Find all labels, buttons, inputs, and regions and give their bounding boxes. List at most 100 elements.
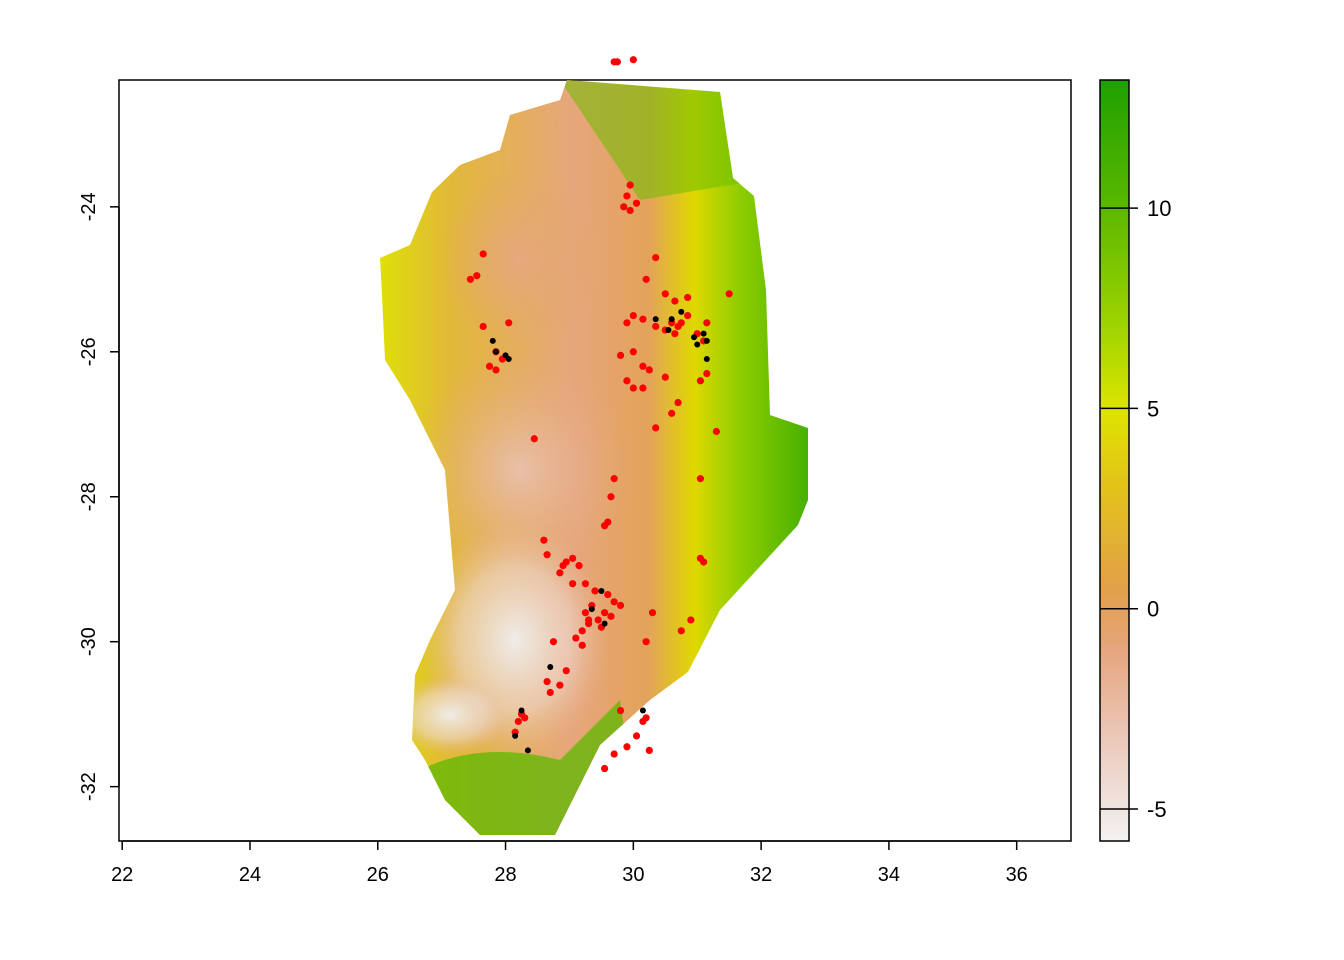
red-point <box>521 714 529 722</box>
red-point <box>591 587 599 595</box>
y-tick-label: -28 <box>78 482 100 511</box>
red-point <box>712 427 720 436</box>
x-tick-label: 26 <box>367 864 389 886</box>
x-tick-label: 32 <box>750 864 772 886</box>
red-point <box>616 706 625 715</box>
red-point <box>613 58 621 66</box>
red-point <box>581 609 590 617</box>
red-point <box>514 717 522 726</box>
red-point <box>677 627 685 635</box>
red-point <box>556 569 564 577</box>
x-tick-label: 28 <box>494 864 516 886</box>
red-point <box>703 369 711 378</box>
red-point <box>466 275 475 283</box>
black-point <box>691 334 698 341</box>
red-point <box>629 348 637 356</box>
red-point <box>645 366 653 374</box>
black-point <box>512 732 519 739</box>
red-point <box>671 297 679 305</box>
red-point <box>703 319 711 327</box>
red-point <box>629 384 637 392</box>
x-axis: 22 24 26 28 30 32 34 36 <box>111 840 1028 886</box>
red-point <box>677 319 685 327</box>
legend-tick-label: 0 <box>1147 597 1159 622</box>
y-axis: -24 -26 -28 -30 -32 <box>78 192 120 801</box>
red-point <box>645 746 653 755</box>
red-point <box>578 641 586 649</box>
legend-tick-label: -5 <box>1147 797 1167 822</box>
red-point <box>562 667 570 675</box>
elevation-raster <box>380 80 808 835</box>
red-point <box>479 250 487 258</box>
red-point <box>696 475 705 483</box>
southwest-low-shade <box>390 675 510 755</box>
red-point <box>632 732 641 740</box>
x-tick-label: 22 <box>111 864 133 886</box>
red-point <box>652 253 660 262</box>
red-point <box>610 750 618 758</box>
northern-green-band <box>560 80 760 200</box>
y-tick-label: -30 <box>78 627 100 656</box>
red-point <box>671 330 679 338</box>
red-point <box>661 373 669 381</box>
west-basin-shade <box>440 170 600 350</box>
red-point <box>604 590 612 599</box>
red-point <box>639 384 647 392</box>
x-tick-label: 30 <box>622 864 644 886</box>
red-point <box>607 493 615 501</box>
red-point <box>639 717 647 726</box>
black-point <box>678 308 685 315</box>
black-point <box>547 664 554 671</box>
red-point <box>616 351 625 360</box>
legend-ticks: -5 0 5 10 <box>1100 196 1171 822</box>
color-legend: -5 0 5 10 <box>1099 79 1171 842</box>
black-point <box>518 707 525 714</box>
red-point <box>569 554 577 562</box>
red-point <box>559 561 567 570</box>
y-tick-label: -26 <box>78 337 100 366</box>
red-point <box>549 638 558 646</box>
red-point <box>642 638 650 646</box>
red-point <box>623 743 631 751</box>
red-point <box>620 203 628 211</box>
red-point <box>607 612 615 620</box>
red-point <box>639 315 647 323</box>
legend-tick-label: 5 <box>1147 396 1159 421</box>
x-tick-label: 34 <box>878 864 900 886</box>
black-point <box>505 356 512 363</box>
red-point <box>632 199 641 207</box>
black-point <box>601 620 608 627</box>
red-point <box>668 409 676 417</box>
red-point <box>473 272 481 280</box>
legend-colorbar <box>1099 79 1130 842</box>
red-point <box>629 56 637 64</box>
black-point <box>588 606 595 613</box>
red-point <box>610 598 618 606</box>
red-point <box>642 275 650 283</box>
black-point <box>703 337 710 344</box>
black-point <box>694 341 701 348</box>
red-point <box>578 627 586 635</box>
red-point <box>600 609 609 617</box>
red-point <box>581 580 590 588</box>
black-point <box>489 337 496 344</box>
red-point <box>540 536 548 544</box>
central-plateau-shade <box>410 350 630 590</box>
red-point <box>623 192 631 200</box>
y-tick-label: -24 <box>78 192 100 221</box>
red-point <box>543 551 551 559</box>
red-point <box>648 609 657 617</box>
black-point <box>665 327 672 334</box>
red-point <box>600 764 609 773</box>
black-point <box>668 316 675 323</box>
black-point <box>598 587 605 594</box>
red-point <box>696 377 705 385</box>
black-point <box>524 747 531 754</box>
red-point <box>610 475 618 483</box>
red-point <box>585 619 593 628</box>
red-point <box>594 616 602 624</box>
red-point <box>725 290 733 298</box>
black-point-layer <box>489 308 710 754</box>
red-point <box>479 322 487 331</box>
